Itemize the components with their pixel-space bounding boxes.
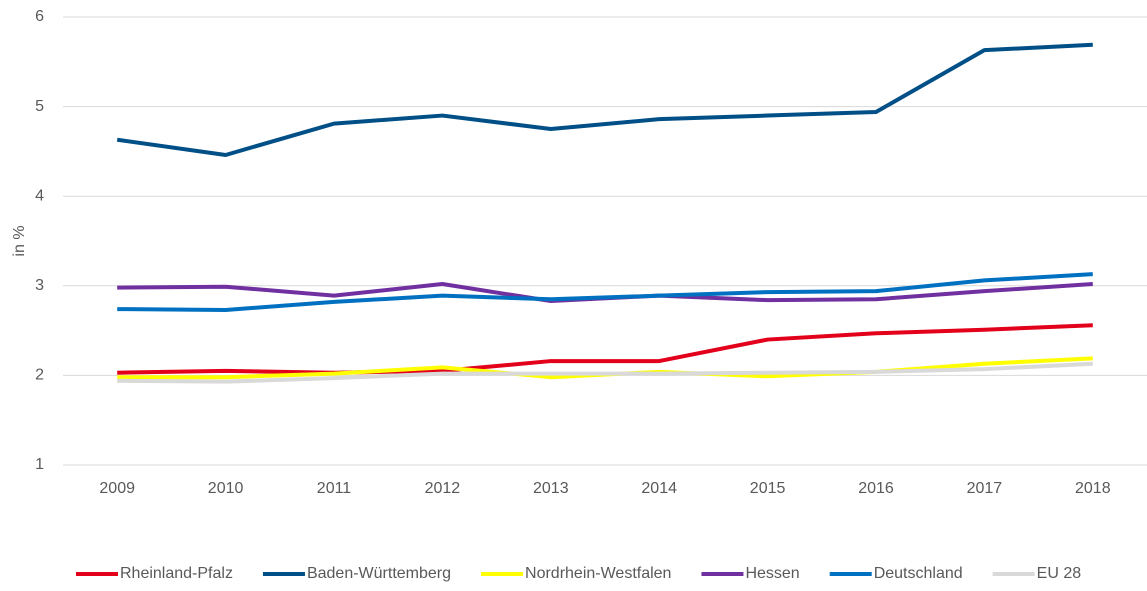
legend-label: EU 28 xyxy=(1037,565,1082,582)
x-tick-label: 2013 xyxy=(533,480,569,497)
x-tick-label: 2011 xyxy=(317,480,352,497)
legend-label: Nordrhein-Westfalen xyxy=(525,565,671,582)
y-tick-label: 6 xyxy=(35,8,44,25)
series-line xyxy=(116,42,1093,157)
x-tick-label: 2009 xyxy=(99,480,135,497)
x-tick-label: 2018 xyxy=(1075,480,1111,497)
legend-label: Rheinland-Pfalz xyxy=(120,565,233,582)
x-tick-label: 2012 xyxy=(425,480,461,497)
y-axis-label: in % xyxy=(11,225,28,256)
y-tick-label: 4 xyxy=(35,187,44,204)
x-tick-label: 2017 xyxy=(967,480,1003,497)
y-tick-label: 5 xyxy=(35,98,44,115)
x-tick-label: 2010 xyxy=(208,480,244,497)
x-tick-label: 2014 xyxy=(641,480,677,497)
legend-label: Baden-Württemberg xyxy=(307,565,451,582)
legend-label: Hessen xyxy=(745,565,799,582)
series-line xyxy=(117,323,1093,375)
y-tick-label: 1 xyxy=(35,456,44,473)
y-tick-label: 2 xyxy=(35,367,44,384)
x-tick-label: 2015 xyxy=(750,480,786,497)
x-tick-label: 2016 xyxy=(858,480,894,497)
series-line xyxy=(117,361,1093,384)
legend-label: Deutschland xyxy=(874,565,963,582)
y-tick-label: 3 xyxy=(35,277,44,294)
series-line xyxy=(117,272,1093,312)
